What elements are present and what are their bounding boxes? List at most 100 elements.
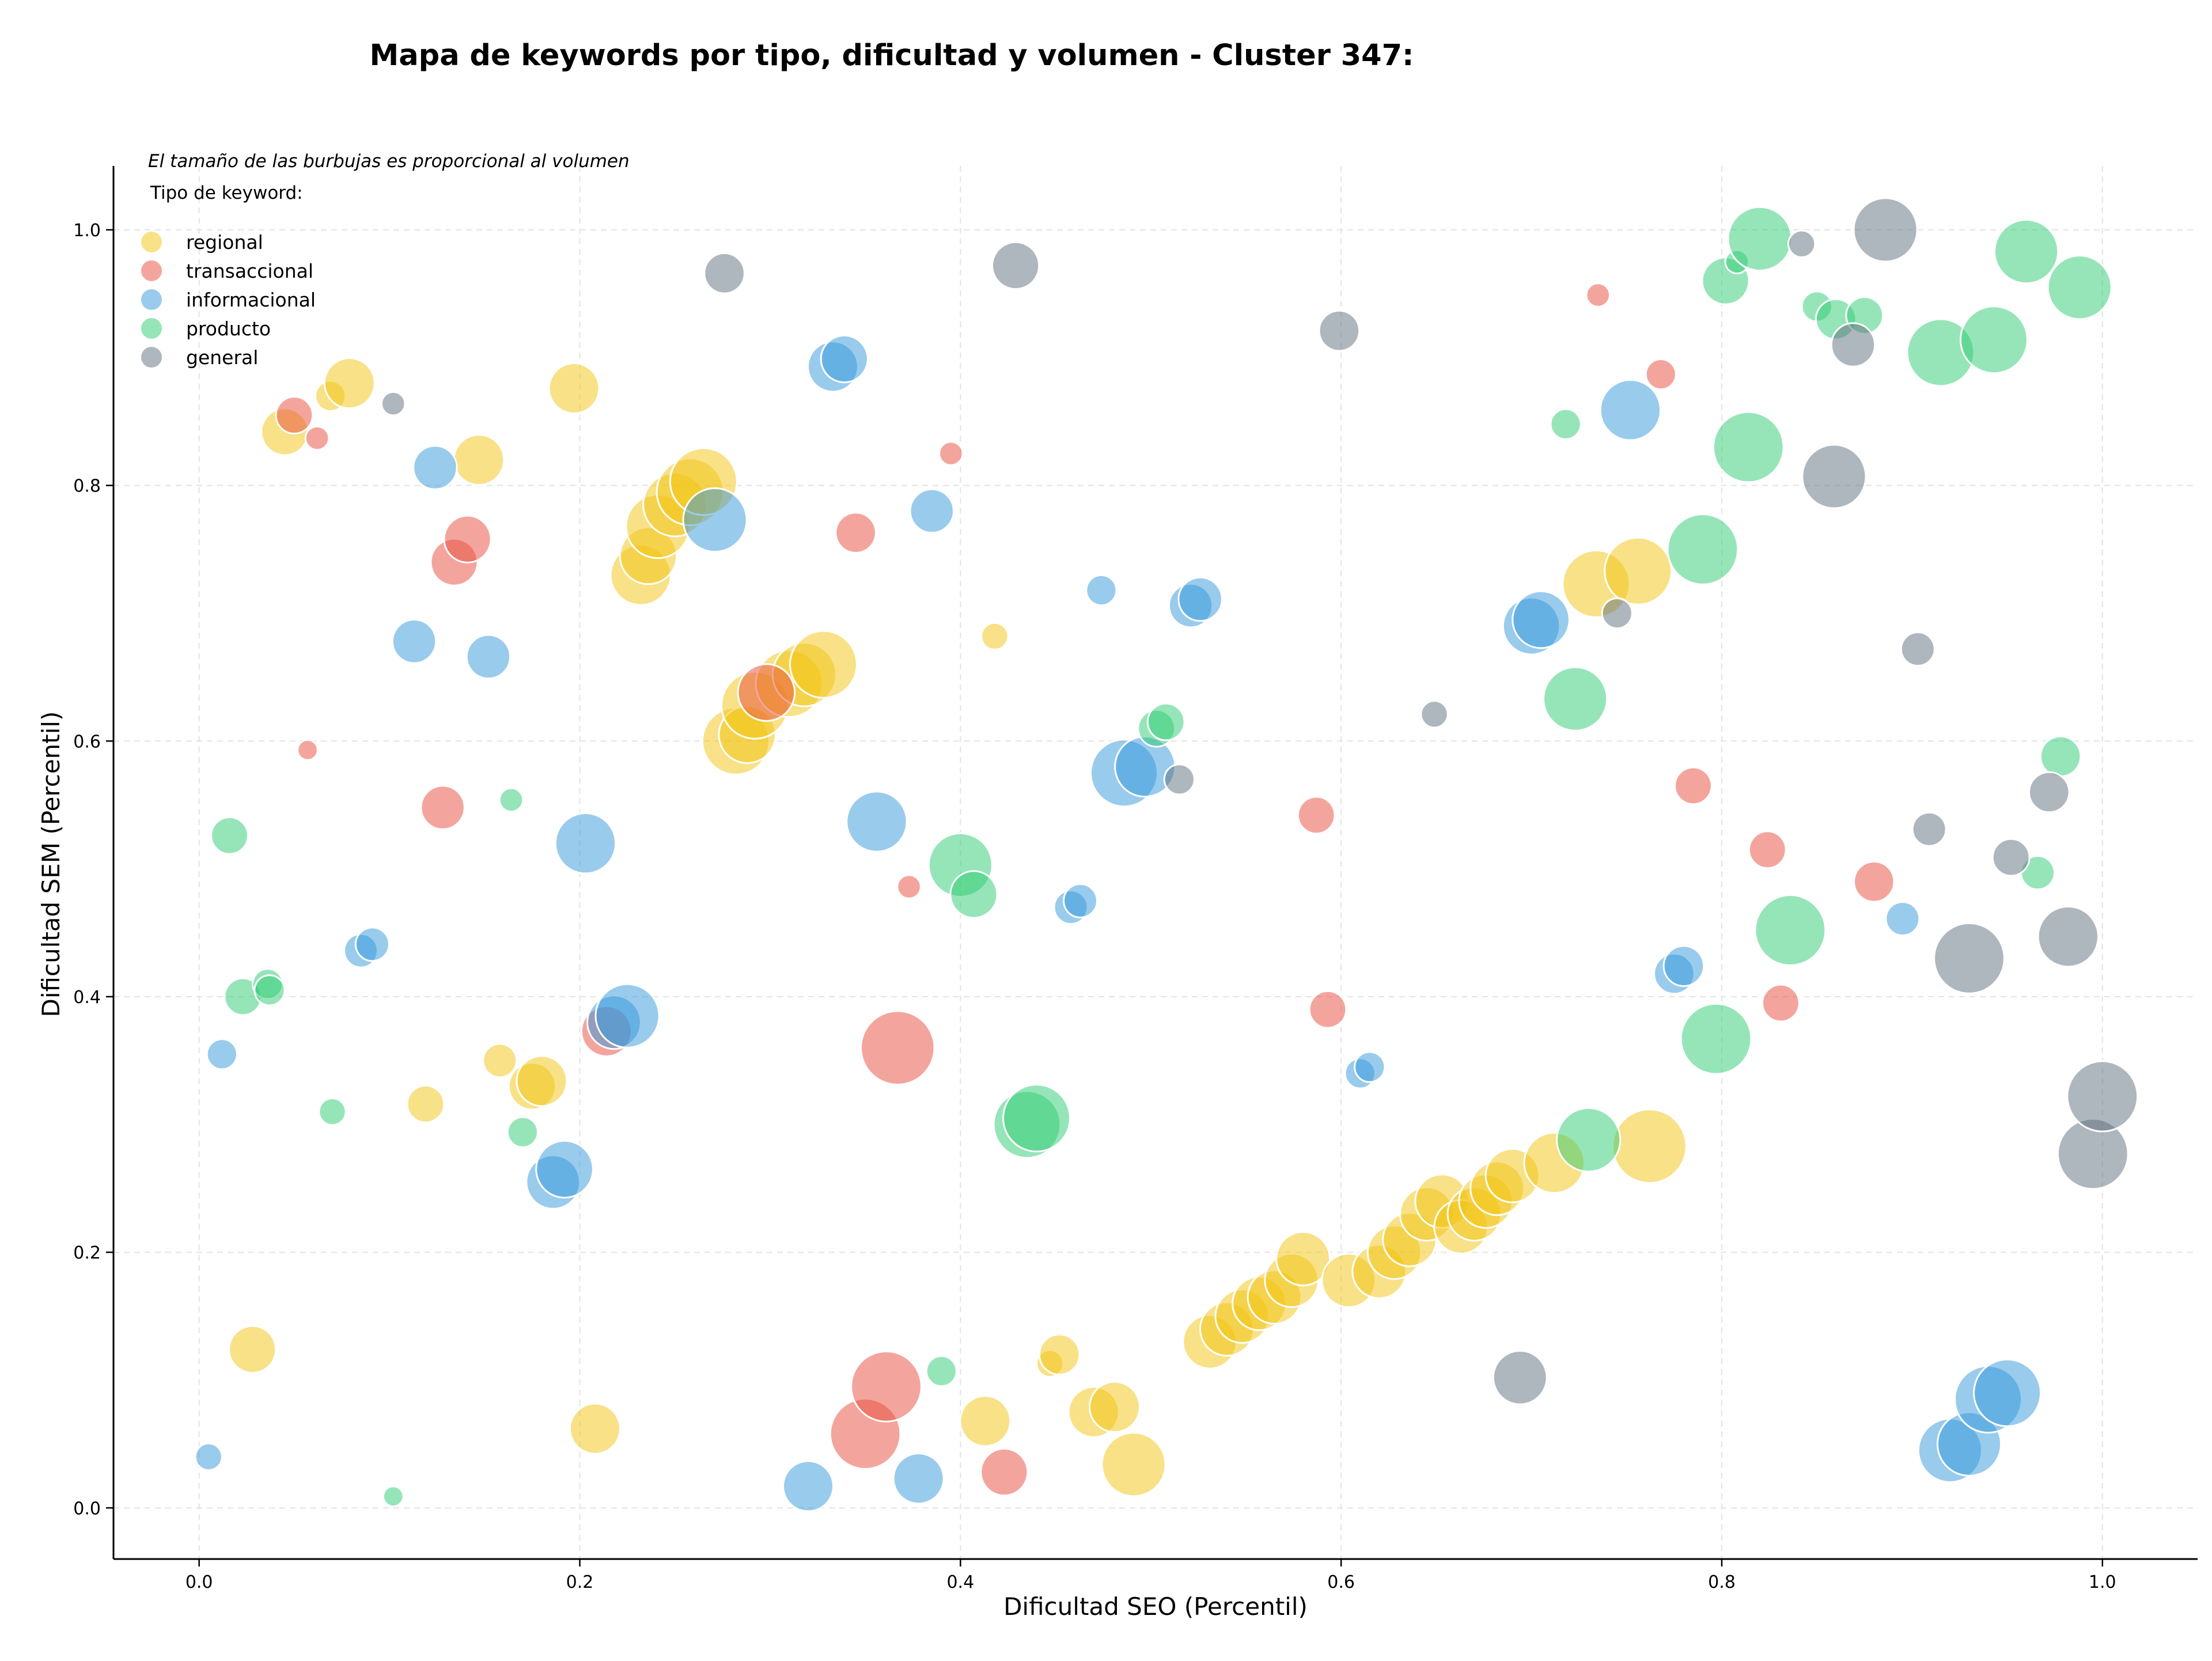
legend-marker-transaccional	[141, 260, 162, 281]
bubble-producto	[498, 787, 524, 813]
bubble-informacional	[909, 488, 955, 534]
bubble-informacional	[782, 1460, 834, 1512]
legend-label-transaccional: transaccional	[186, 260, 313, 282]
bubble-producto	[506, 1116, 539, 1148]
legend-marker-regional	[141, 232, 162, 252]
legend-marker-producto	[141, 318, 162, 339]
bubble-transaccional	[1748, 830, 1787, 869]
axis-ticks: 0.0 0.2 0.4 0.6 0.8 1.0 0.0 0.2 0.4 0.6 0.8 1.0	[73, 221, 2116, 1592]
bubble-producto	[318, 1097, 347, 1126]
bubble-producto	[382, 1485, 404, 1508]
bubble-regional	[1604, 536, 1673, 606]
bubble-producto	[1002, 1084, 1071, 1153]
bubble-transaccional	[835, 512, 877, 554]
bubble-informacional	[391, 619, 437, 664]
bubble-informacional	[535, 1140, 594, 1199]
bubble-general	[1933, 922, 2005, 994]
bubble-producto	[210, 816, 249, 855]
bubble-transaccional	[275, 396, 314, 434]
bubble-informacional	[1662, 945, 1705, 987]
bubble-informacional	[1512, 590, 1570, 649]
bubble-informacional	[465, 634, 512, 680]
legend-label-producto: producto	[186, 317, 271, 340]
legend-marker-informacional	[141, 289, 162, 310]
bubble-regional	[1275, 1231, 1331, 1287]
y-axis-label: Dificultad SEM (Percentil)	[37, 712, 65, 1017]
bubble-producto	[949, 870, 998, 919]
bubble-general	[2037, 905, 2100, 968]
legend-title: Tipo de keyword:	[150, 183, 303, 203]
x-tick-label: 0.6	[1327, 1572, 1355, 1592]
bubble-regional	[980, 622, 1009, 651]
bubble-informacional	[194, 1442, 223, 1471]
y-tick-label: 1.0	[73, 221, 101, 241]
bubble-general	[703, 252, 745, 294]
bubble-transaccional	[859, 1010, 935, 1085]
legend-label-general: general	[186, 346, 258, 369]
bubble-regional	[569, 1402, 621, 1455]
bubble-size-note: El tamaño de las burbujas es proporciona…	[148, 151, 630, 172]
bubble-producto	[1146, 702, 1185, 741]
bubble-informacional	[1599, 379, 1662, 441]
legend: regional transaccional informacional produc…	[141, 231, 316, 369]
bubble-regional	[453, 434, 505, 486]
bubble-regional	[323, 357, 376, 410]
bubble-producto	[1754, 894, 1827, 966]
bubble-informacional	[846, 790, 908, 853]
y-tick-label: 0.6	[73, 732, 101, 752]
bubble-regional	[548, 362, 600, 414]
bubble-general	[1163, 763, 1195, 796]
x-axis-label: Dificultad SEO (Percentil)	[1003, 1592, 1308, 1621]
bubble-transaccional	[304, 425, 330, 451]
bubble-regional	[1088, 1381, 1141, 1433]
bubble-informacional	[412, 445, 458, 490]
x-tick-label: 0.4	[946, 1572, 974, 1592]
bubble-regional	[516, 1055, 568, 1107]
bubble-general	[1830, 322, 1876, 368]
bubble-general	[1911, 811, 1947, 847]
bubble-general	[1492, 1350, 1548, 1405]
y-tick-label: 0.0	[73, 1499, 101, 1519]
bubble-transaccional	[938, 441, 964, 466]
bubble-producto	[1727, 206, 1793, 272]
legend-label-regional: regional	[186, 231, 263, 253]
bubble-general	[1601, 597, 1633, 630]
bubble-producto	[253, 974, 286, 1007]
y-tick-label: 0.2	[73, 1243, 101, 1263]
bubble-informacional	[594, 983, 660, 1049]
bubble-transaccional	[420, 785, 465, 830]
legend-marker-general	[141, 347, 162, 368]
bubble-general	[1900, 631, 1936, 667]
bubble-transaccional	[980, 1448, 1029, 1497]
bubble-regional	[482, 1043, 518, 1079]
bubble-transaccional	[737, 663, 796, 722]
bubble-general	[2028, 771, 2070, 814]
bubble-transaccional	[1674, 766, 1713, 805]
bubble-regional	[1101, 1432, 1166, 1497]
bubble-regional	[1038, 1333, 1081, 1376]
bubble-informacional	[206, 1038, 238, 1070]
bubble-transaccional	[297, 739, 319, 761]
bubble-general	[1853, 197, 1918, 263]
bubble-layer	[194, 197, 2139, 1512]
bubble-producto	[1994, 219, 2059, 285]
x-tick-label: 0.0	[185, 1572, 213, 1592]
bubble-informacional	[354, 926, 390, 962]
bubble-transaccional	[1762, 983, 1800, 1023]
bubble-informacional	[1177, 576, 1223, 622]
x-tick-label: 0.2	[566, 1572, 594, 1592]
bubble-producto	[925, 1355, 957, 1387]
bubble-producto	[1666, 513, 1739, 585]
bubble-informacional	[1973, 1359, 2042, 1428]
bubble-regional	[228, 1325, 277, 1374]
bubble-general	[1991, 838, 2031, 877]
bubble-producto	[2047, 255, 2112, 320]
axes	[112, 166, 2198, 1560]
bubble-producto	[1680, 1002, 1752, 1075]
grid-lines	[113, 166, 2198, 1559]
bubble-informacional	[1354, 1051, 1386, 1083]
chart-title: Mapa de keywords por tipo, dificultad y …	[370, 39, 1414, 73]
legend-label-informacional: informacional	[186, 289, 316, 311]
bubble-transaccional	[1645, 358, 1677, 391]
